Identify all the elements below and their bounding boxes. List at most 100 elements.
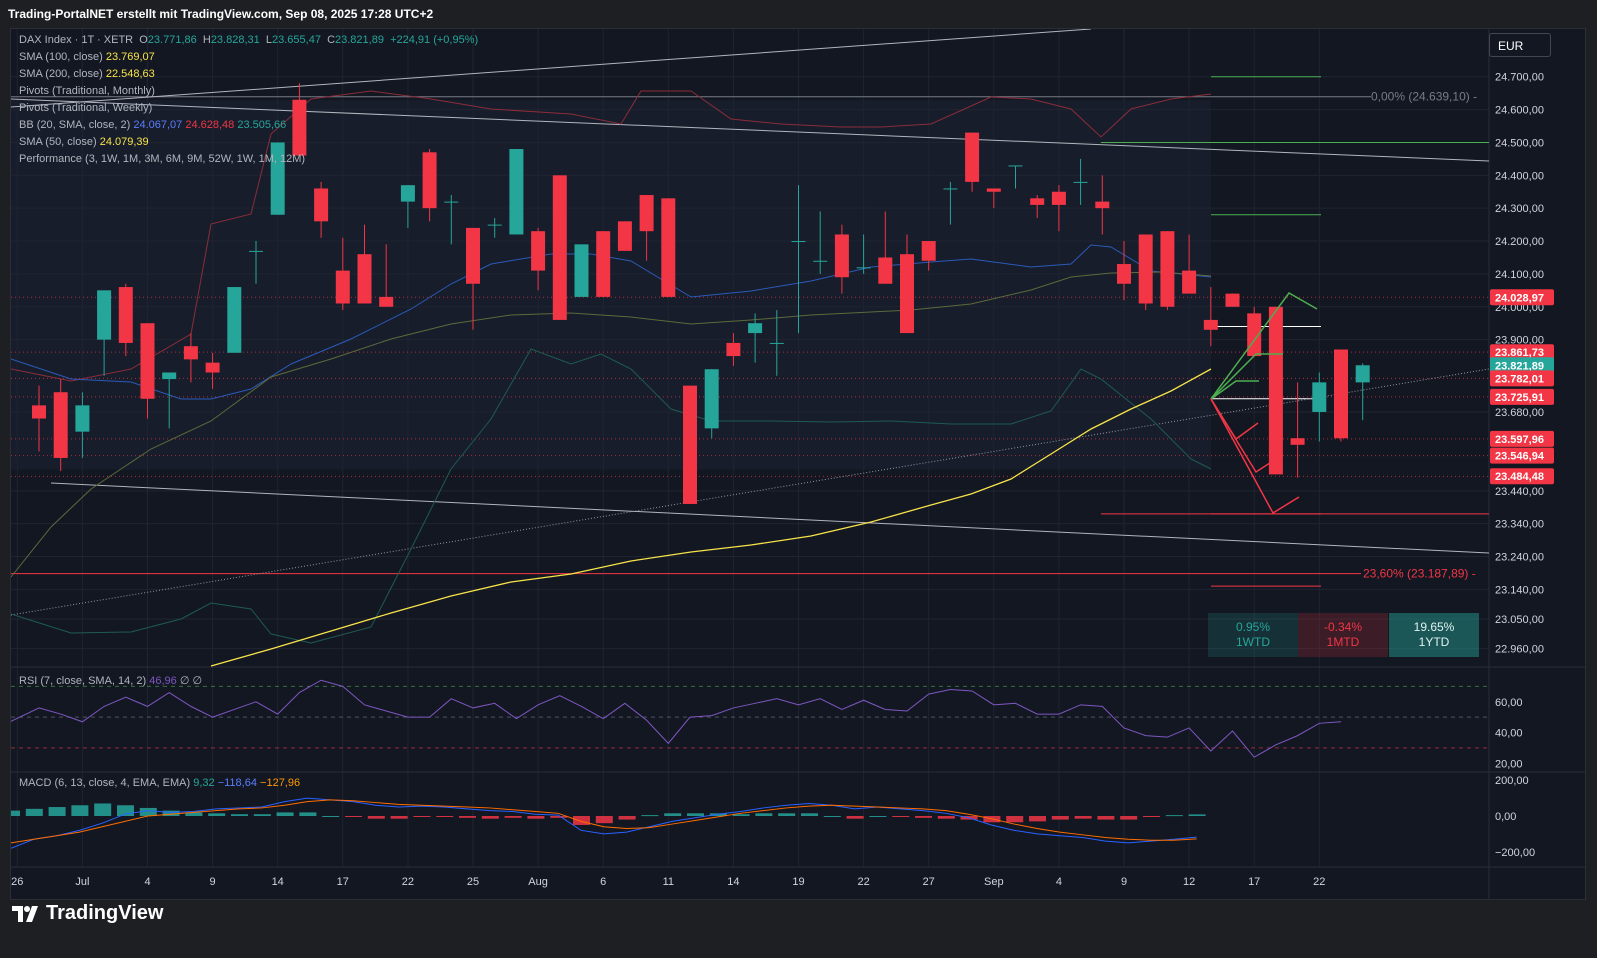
legend-change: +224,91 (+0,95%): [390, 34, 479, 46]
price-badge-label: 23.861,73: [1495, 347, 1544, 359]
candle-bearish: [32, 405, 46, 419]
macd-histogram-bar: [1097, 816, 1115, 820]
macd-histogram-bar: [367, 816, 385, 819]
candle-bearish: [1182, 270, 1197, 294]
candle-bearish: [834, 234, 849, 278]
chart-svg[interactable]: 0,00% (24.639,10) - 23,60% (23.187,89) - 2…: [11, 29, 1586, 900]
projection-arrow-down: [1210, 398, 1300, 515]
candle-bearish: [1051, 191, 1066, 205]
legend-pivots-weekly[interactable]: Pivots (Traditional, Weekly): [19, 102, 153, 114]
legend-pivots-monthly[interactable]: Pivots (Traditional, Monthly): [19, 85, 155, 97]
legend-sma200-label: SMA (200, close): [19, 68, 103, 80]
macd-histogram-bar: [345, 816, 362, 817]
macd-histogram-bar: [687, 813, 704, 816]
candle-bearish: [205, 362, 220, 373]
legend-bb-lower: 23.505,66: [237, 119, 287, 131]
candle-bearish: [183, 346, 198, 360]
macd-histogram-bar: [869, 816, 887, 817]
macd-histogram-bar: [527, 816, 545, 819]
price-badge-label: 23.782,01: [1495, 373, 1544, 385]
legend-c-label: C: [327, 34, 336, 46]
perf-ytd-period: 1YTD: [1418, 635, 1450, 649]
macd-histogram-bar: [231, 814, 248, 816]
macd-tick-label: −200,00: [1495, 847, 1535, 859]
candle-bearish: [683, 385, 697, 504]
rsi-tick-label: 20,00: [1495, 758, 1523, 770]
perf-wtd-value: 0.95%: [1235, 620, 1271, 634]
trendline-upper-channel: [11, 29, 1092, 108]
currency-button[interactable]: EUR: [1489, 33, 1551, 57]
time-tick-label: 17: [337, 876, 349, 888]
header-title: Trading-PortalNET erstellt mit TradingVi…: [8, 7, 434, 21]
legend-open: 23.771,86: [147, 34, 197, 46]
macd-histogram-bar: [641, 815, 659, 817]
candle-bearish: [617, 221, 632, 251]
price-tick-label: 22.960,00: [1495, 644, 1544, 656]
projection-arrow-down: [1210, 398, 1259, 441]
candle-bullish: [748, 323, 763, 334]
macd-histogram-bar: [664, 813, 682, 816]
macd-tick-label: 200,00: [1495, 775, 1529, 787]
legend-sma50-row[interactable]: SMA (50, close) 24.079,39: [19, 134, 478, 151]
sma100-line: [210, 368, 1212, 667]
candle-bearish: [466, 227, 480, 284]
perf-box-mtd: -0.34% 1MTD: [1298, 613, 1388, 657]
perf-ytd-value: 19.65%: [1413, 620, 1455, 634]
candle-bullish: [1008, 165, 1023, 167]
macd-legend-hist: 9,32: [193, 777, 215, 789]
fib-label-top: 0,00% (24.639,10) -: [1371, 90, 1477, 104]
bollinger-lower-band: [11, 348, 1212, 644]
candle-bullish: [97, 290, 112, 340]
legend-symbol-row: DAX Index · 1T · XETR O23.771,86 H23.828…: [19, 32, 478, 49]
candle-bullish: [509, 149, 524, 235]
bb-shaded-area: [11, 100, 1211, 470]
candle-bearish: [639, 195, 654, 232]
candle-bearish: [1138, 234, 1153, 304]
price-badge-label: 23.725,91: [1495, 392, 1544, 404]
macd-histogram-bar: [573, 816, 590, 825]
rsi-legend-value: 46,96: [149, 675, 177, 687]
time-tick-label: Aug: [528, 876, 548, 888]
candle-bearish: [1030, 198, 1045, 205]
candle-bullish: [943, 188, 958, 190]
legend-bb-label: BB (20, SMA, close, 2): [19, 119, 131, 131]
perf-wtd-period: 1WTD: [1236, 635, 1270, 649]
legend-symbol[interactable]: DAX Index · 1T · XETR: [19, 34, 134, 46]
price-tick-label: 24.200,00: [1495, 236, 1544, 248]
legend-low: 23.655,47: [272, 34, 321, 46]
macd-histogram-bar: [71, 805, 89, 816]
macd-legend-label: MACD (6, 13, close, 4, EMA, EMA): [19, 777, 191, 789]
chart-panel[interactable]: 0,00% (24.639,10) - 23,60% (23.187,89) - 2…: [10, 28, 1586, 900]
macd-tick-label: 0,00: [1495, 811, 1516, 823]
macd-histogram-bar: [481, 816, 499, 819]
candle-bullish: [769, 342, 784, 344]
time-tick-label: 4: [1056, 876, 1062, 888]
rsi-legend[interactable]: RSI (7, close, SMA, 14, 2) 46,96 ∅ ∅: [19, 673, 202, 690]
macd-histogram-bar: [1120, 816, 1138, 820]
legend-bb-row[interactable]: BB (20, SMA, close, 2) 24.067,07 24.628,…: [19, 117, 478, 134]
candle-bullish: [1355, 365, 1370, 383]
price-badge: [1490, 388, 1554, 405]
perf-mtd-period: 1MTD: [1326, 635, 1360, 649]
macd-legend[interactable]: MACD (6, 13, close, 4, EMA, EMA) 9,32 −1…: [19, 775, 300, 792]
time-tick-label: 22: [402, 876, 414, 888]
time-tick-label: 26: [11, 876, 23, 888]
macd-histogram-bar: [504, 816, 522, 818]
macd-histogram-bar: [1051, 816, 1069, 820]
price-tick-label: 23.900,00: [1495, 335, 1544, 347]
candle-bullish: [162, 372, 177, 380]
tradingview-logo-icon: [12, 906, 38, 922]
macd-histogram-bar: [390, 816, 408, 819]
legend-performance[interactable]: Performance (3, 1W, 1M, 3M, 6M, 9M, 52W,…: [19, 153, 306, 165]
candle-bullish: [249, 250, 263, 252]
macd-histogram-bar: [892, 816, 910, 817]
price-badge-label: 24.028,97: [1495, 292, 1544, 304]
legend-sma200-row[interactable]: SMA (200, close) 22.548,63: [19, 66, 478, 83]
macd-histogram-bar: [823, 816, 841, 817]
macd-histogram-bar: [846, 816, 864, 819]
projection-arrow-up: [1210, 292, 1318, 400]
legend-sma100-row[interactable]: SMA (100, close) 23.769,07: [19, 49, 478, 66]
legend-bb-basis: 24.067,07: [133, 119, 183, 131]
macd-histogram-bar: [801, 813, 818, 816]
candle-bullish: [227, 287, 242, 353]
